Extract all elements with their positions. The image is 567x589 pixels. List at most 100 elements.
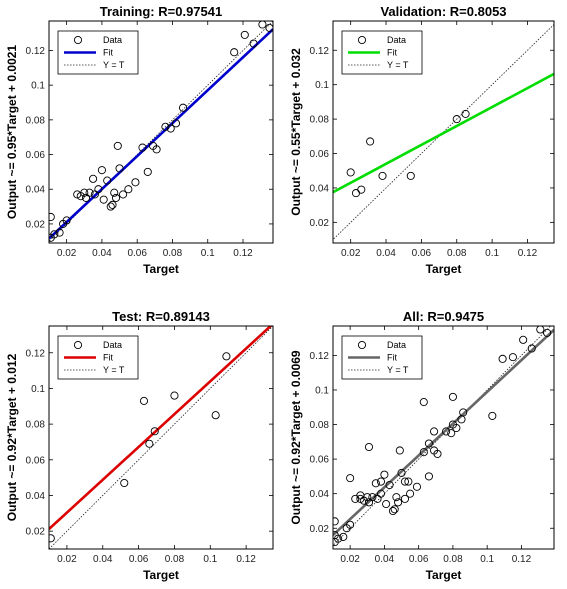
data-point-training-14 <box>97 166 106 175</box>
ytick-label-validation-4: 0.1 <box>315 80 329 91</box>
ytick-label-all-3: 0.08 <box>310 420 330 431</box>
xtick-label-validation-1: 0.04 <box>376 248 396 259</box>
plot-content-test <box>49 326 273 549</box>
ytick-label-training-5: 0.12 <box>26 46 46 57</box>
data-point-all-44 <box>448 392 457 401</box>
chart-title-training: Training: R=0.97541 <box>100 4 222 19</box>
data-point-all-31 <box>404 477 413 486</box>
data-point-training-20 <box>111 193 121 202</box>
data-point-validation-4 <box>378 171 387 180</box>
axes-frame-training <box>48 20 274 244</box>
data-point-training-29 <box>152 145 161 154</box>
data-point-all-27 <box>395 446 404 455</box>
data-point-all-3 <box>334 534 343 543</box>
data-point-all-21 <box>382 500 391 509</box>
data-point-all-33 <box>412 482 421 491</box>
plot-test: 0.02 0.04 0.06 0.08 0.1 0.12 0.02 0.04 0.06 0.08 0… <box>5 309 274 582</box>
plot-content-training <box>49 21 273 242</box>
data-point-training-24 <box>124 185 133 194</box>
axes-frame-test <box>48 325 274 550</box>
xtick-label-training-3: 0.08 <box>163 248 183 259</box>
legend-marker-data-validation <box>357 35 367 45</box>
fit-line-test <box>49 326 273 530</box>
xtick-label-all-3: 0.08 <box>443 554 463 565</box>
xtick-label-training-5: 0.12 <box>233 248 253 259</box>
data-point-test-1 <box>120 478 129 488</box>
legend-label-identity-test: Y = T <box>103 365 125 375</box>
plot-all: 0.02 0.04 0.06 0.08 0.1 0.12 0.02 0.04 0.06 0.08 0… <box>289 309 555 582</box>
data-point-training-38 <box>265 23 273 32</box>
chart-title-test: Test: R=0.89143 <box>112 309 210 324</box>
data-point-all-28 <box>397 468 406 477</box>
data-point-training-13 <box>94 185 103 194</box>
xtick-label-validation-4: 0.1 <box>485 248 499 259</box>
legend-marker-data-test <box>73 340 83 350</box>
data-point-training-15 <box>99 195 108 204</box>
legend-validation: Data Fit Y = T <box>341 30 423 75</box>
data-point-all-54 <box>543 328 552 337</box>
data-point-all-42 <box>447 429 456 438</box>
xtick-label-training-2: 0.06 <box>127 248 147 259</box>
data-point-test-3 <box>145 439 154 448</box>
data-point-training-2 <box>50 230 59 239</box>
ytick-label-training-3: 0.08 <box>26 115 46 126</box>
legend-label-data-test: Data <box>103 340 122 350</box>
ytick-label-validation-0: 0.02 <box>310 218 330 229</box>
ytick-label-training-1: 0.04 <box>26 185 46 196</box>
fit-line-validation <box>333 72 554 194</box>
data-point-all-26 <box>394 498 403 507</box>
data-point-all-49 <box>498 354 507 363</box>
legend-label-data-all: Data <box>387 340 406 350</box>
legend-training: Data Fit Y = T <box>57 30 139 75</box>
xtick-label-test-5: 0.12 <box>236 554 256 565</box>
data-point-all-23 <box>388 506 398 516</box>
y-axis-label-all: Output ~= 0.92*Target + 0.0069 <box>289 350 303 525</box>
data-point-all-41 <box>442 427 451 436</box>
legend-label-fit-all: Fit <box>387 353 397 363</box>
data-point-all-16 <box>371 479 380 488</box>
xtick-label-validation-5: 0.12 <box>518 248 538 259</box>
legend-label-data-validation: Data <box>387 35 406 45</box>
x-axis-label-validation: Target <box>426 262 462 276</box>
ytick-label-all-5: 0.12 <box>310 351 330 362</box>
ytick-label-all-4: 0.1 <box>315 385 329 396</box>
data-point-all-52 <box>527 344 536 353</box>
data-point-all-35 <box>419 448 428 457</box>
ytick-label-all-2: 0.06 <box>310 455 330 466</box>
xtick-label-all-1: 0.04 <box>375 554 395 565</box>
data-point-training-3 <box>55 228 64 237</box>
xtick-label-all-4: 0.1 <box>480 554 494 565</box>
x-axis-label-all: Target <box>426 568 462 582</box>
xtick-label-test-4: 0.1 <box>203 554 217 565</box>
data-point-all-53 <box>536 326 545 334</box>
plot-content-validation <box>333 23 554 241</box>
data-point-validation-7 <box>461 109 470 118</box>
ytick-label-validation-5: 0.12 <box>310 46 330 57</box>
xtick-label-all-2: 0.06 <box>409 554 429 565</box>
data-point-training-37 <box>258 21 267 29</box>
fit-line-training <box>49 28 273 240</box>
data-point-training-1 <box>49 212 55 222</box>
data-point-all-37 <box>424 472 433 481</box>
x-axis-label-test: Target <box>143 568 179 582</box>
data-point-all-25 <box>392 493 401 502</box>
xtick-label-validation-2: 0.06 <box>412 248 432 259</box>
data-point-training-27 <box>143 167 152 176</box>
legend-label-fit-test: Fit <box>103 353 113 363</box>
ytick-label-test-4: 0.1 <box>31 384 45 395</box>
data-point-training-19 <box>110 188 119 197</box>
data-point-all-32 <box>406 489 415 498</box>
data-point-validation-6 <box>452 115 461 124</box>
data-point-all-22 <box>385 480 394 490</box>
data-point-training-23 <box>119 190 128 199</box>
data-point-all-40 <box>433 449 442 458</box>
data-point-test-4 <box>150 427 159 436</box>
ytick-label-all-0: 0.02 <box>310 524 330 535</box>
xtick-label-validation-0: 0.02 <box>341 248 361 259</box>
data-point-all-6 <box>346 474 355 483</box>
legend-label-identity-validation: Y = T <box>387 60 409 70</box>
data-point-all-38 <box>430 427 439 436</box>
data-point-training-33 <box>178 103 188 112</box>
ytick-label-test-3: 0.08 <box>26 420 46 431</box>
xtick-label-test-3: 0.08 <box>165 554 185 565</box>
